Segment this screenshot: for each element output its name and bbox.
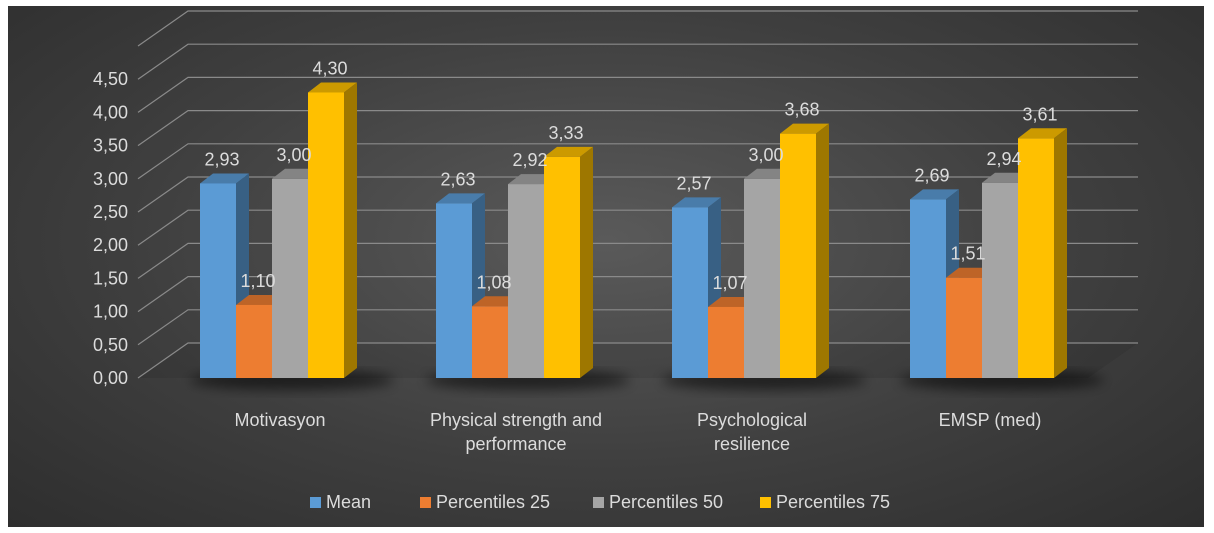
data-labels: 2,93 1,10 3,00 4,30 2,63 1,08 2,923,33 2,57 1,07… bbox=[204, 58, 1057, 292]
bar-top-face bbox=[780, 123, 829, 134]
bar-front-face bbox=[272, 178, 308, 378]
bar-chart: 0,00 0,50 1,00 1,50 2,00 2,50 3,00 3,50 4,00 4,50… bbox=[93, 10, 1138, 512]
gridline bbox=[137, 10, 1138, 47]
y-tick-label: 2,50 bbox=[93, 202, 128, 222]
data-label: 2,92 bbox=[512, 150, 547, 170]
bar-front-face bbox=[780, 133, 816, 378]
bar-percentiles-75 bbox=[780, 123, 829, 378]
gridline bbox=[137, 109, 1138, 147]
chart-walls bbox=[138, 343, 1138, 378]
data-label: 3,00 bbox=[276, 145, 311, 165]
x-category-label: Physical strength and bbox=[430, 410, 602, 430]
bar-front-face bbox=[744, 178, 780, 378]
bar-top-face bbox=[910, 189, 959, 200]
bar-front-face bbox=[982, 182, 1018, 378]
bar-front-face bbox=[544, 156, 580, 378]
data-label: 1,51 bbox=[950, 244, 985, 264]
data-label: 1,08 bbox=[476, 272, 511, 292]
data-label: 1,10 bbox=[240, 271, 275, 291]
x-category-label: Psychological bbox=[697, 410, 807, 430]
y-tick-label: 3,50 bbox=[93, 136, 128, 156]
bar-percentiles-75 bbox=[1018, 128, 1067, 378]
bar-front-face bbox=[1018, 138, 1054, 378]
bar-front-face bbox=[236, 304, 272, 378]
bar-front-face bbox=[200, 183, 236, 378]
legend-swatch bbox=[310, 497, 321, 508]
legend-label: Percentiles 75 bbox=[776, 492, 890, 512]
data-label: 3,68 bbox=[784, 100, 819, 120]
y-tick-label: 1,50 bbox=[93, 268, 128, 288]
bars bbox=[200, 82, 1067, 378]
legend: Mean Percentiles 25 Percentiles 50 Percenti… bbox=[310, 492, 890, 512]
gridline bbox=[137, 76, 1138, 113]
x-axis: Motivasyon Physical strength and performan… bbox=[234, 410, 1041, 454]
y-tick-label: 3,00 bbox=[93, 169, 128, 189]
legend-swatch bbox=[593, 497, 604, 508]
bar-front-face bbox=[946, 277, 982, 378]
chart-frame: 0,00 0,50 1,00 1,50 2,00 2,50 3,00 3,50 4,00 4,50… bbox=[8, 6, 1204, 527]
y-tick-label: 1,00 bbox=[93, 302, 128, 322]
data-label: 2,69 bbox=[914, 165, 949, 185]
legend-swatch bbox=[420, 497, 431, 508]
bar-front-face bbox=[672, 207, 708, 378]
bar-side-face bbox=[580, 146, 593, 378]
data-label: 2,63 bbox=[440, 169, 475, 189]
bar-front-face bbox=[708, 306, 744, 378]
y-tick-label: 4,50 bbox=[93, 69, 128, 89]
y-tick-label: 0,00 bbox=[93, 368, 128, 388]
bar-front-face bbox=[910, 199, 946, 378]
x-category-label: EMSP (med) bbox=[939, 410, 1042, 430]
bar-percentiles-50 bbox=[744, 168, 793, 378]
bar-front-face bbox=[308, 92, 344, 378]
bar-top-face bbox=[544, 146, 593, 157]
data-label: 3,00 bbox=[748, 145, 783, 165]
bar-top-face bbox=[672, 197, 721, 208]
legend-label: Mean bbox=[326, 492, 371, 512]
legend-label: Percentiles 25 bbox=[436, 492, 550, 512]
y-axis: 0,00 0,50 1,00 1,50 2,00 2,50 3,00 3,50 4,00 4,50 bbox=[93, 69, 128, 388]
data-label: 2,93 bbox=[204, 149, 239, 169]
y-tick-label: 2,00 bbox=[93, 235, 128, 255]
bar-top-face bbox=[1018, 128, 1067, 139]
data-label: 3,33 bbox=[548, 123, 583, 143]
legend-swatch bbox=[760, 497, 771, 508]
data-label: 2,57 bbox=[676, 173, 711, 193]
y-tick-label: 4,00 bbox=[93, 102, 128, 122]
bar-percentiles-75 bbox=[308, 82, 357, 378]
bar-top-face bbox=[308, 82, 357, 93]
bar-percentiles-75 bbox=[544, 146, 593, 378]
data-label: 3,61 bbox=[1022, 104, 1057, 124]
gridline bbox=[137, 43, 1138, 80]
x-category-label: resilience bbox=[714, 434, 790, 454]
bar-front-face bbox=[508, 184, 544, 378]
legend-label: Percentiles 50 bbox=[609, 492, 723, 512]
bar-front-face bbox=[472, 306, 508, 378]
bar-side-face bbox=[1054, 128, 1067, 378]
bar-mean bbox=[436, 193, 485, 378]
bar-mean bbox=[200, 173, 249, 378]
x-category-label: Motivasyon bbox=[234, 410, 325, 430]
bar-side-face bbox=[344, 82, 357, 378]
x-category-label: performance bbox=[465, 434, 566, 454]
data-label: 1,07 bbox=[712, 273, 747, 293]
y-tick-label: 0,50 bbox=[93, 335, 128, 355]
bar-top-face bbox=[200, 173, 249, 184]
bar-front-face bbox=[436, 203, 472, 378]
chart-floor bbox=[138, 343, 1138, 378]
data-label: 4,30 bbox=[312, 58, 347, 78]
bar-side-face bbox=[816, 123, 829, 378]
data-label: 2,94 bbox=[986, 149, 1021, 169]
bar-top-face bbox=[436, 193, 485, 204]
